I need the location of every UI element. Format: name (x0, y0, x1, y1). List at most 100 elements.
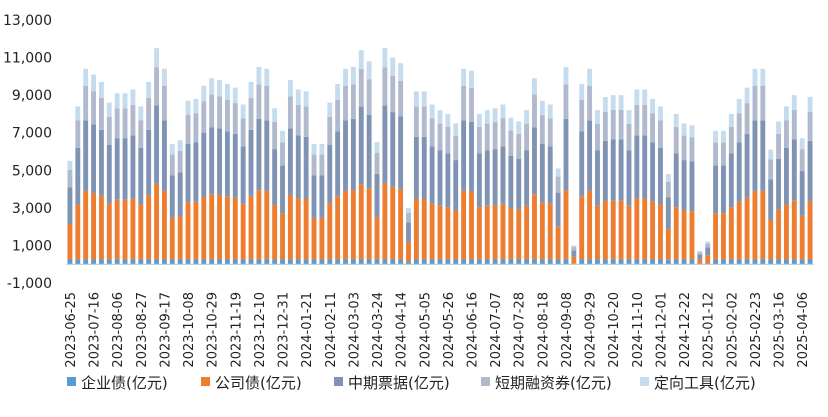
bar-segment-s3 (563, 118, 569, 191)
bar-segment-s3 (303, 136, 309, 199)
bar-segment-s3 (248, 129, 254, 196)
bar-segment-s5 (476, 113, 482, 128)
bar-segment-s5 (311, 143, 317, 155)
bar-segment-s5 (768, 149, 774, 160)
bar-segment-s1 (295, 259, 301, 265)
bar-segment-s4 (122, 108, 128, 139)
bar-segment-s5 (595, 110, 600, 124)
bar-stack (217, 80, 222, 265)
bar-segment-s4 (634, 104, 640, 136)
bar-segment-s5 (272, 108, 278, 122)
bar-stack (382, 48, 388, 265)
x-tick-label: 2023-08-27 (135, 292, 150, 368)
x-tick-label: 2023-08-06 (111, 292, 126, 368)
bar-segment-s1 (579, 259, 585, 265)
bar-stack (91, 74, 96, 265)
bar-segment-s4 (350, 84, 356, 119)
bar-segment-s2 (130, 198, 136, 260)
bar-stack (114, 93, 120, 265)
bar-stack (256, 66, 262, 265)
x-tick-label: 2024-05-05 (418, 292, 433, 368)
bar-segment-s5 (146, 81, 152, 98)
bar-segment-s2 (665, 228, 671, 260)
bar-stack (587, 68, 593, 265)
bar-segment-s4 (201, 101, 207, 133)
bar-segment-s3 (784, 147, 789, 205)
bar-segment-s1 (374, 259, 380, 265)
bar-segment-s1 (319, 259, 325, 265)
x-tick-label: 2024-10-20 (607, 292, 622, 368)
bar-stack (461, 68, 467, 265)
bar-segment-s1 (138, 259, 144, 265)
bar-segment-s2 (476, 207, 482, 260)
bar-segment-s2 (83, 190, 89, 260)
legend-swatch (334, 377, 343, 386)
bar-segment-s3 (358, 106, 364, 185)
bar-segment-s2 (193, 201, 199, 260)
x-tick-label: 2024-08-18 (536, 292, 551, 368)
bar-segment-s5 (264, 68, 270, 86)
x-tick-label: 2023-12-10 (253, 292, 268, 368)
bar-segment-s1 (524, 259, 530, 265)
bar-segment-s1 (398, 259, 404, 265)
bar-segment-s1 (516, 259, 522, 265)
bar-segment-s3 (287, 128, 293, 195)
bar-segment-s4 (327, 116, 333, 145)
bar-segment-s5 (138, 106, 144, 121)
bar-segment-s1 (689, 259, 695, 265)
bar-segment-s3 (508, 155, 514, 209)
y-axis: -1,000 1,000 3,000 5,000 7,000 9,000 11,000 13,… (3, 13, 52, 292)
bar-segment-s2 (508, 208, 514, 260)
bar-segment-s4 (295, 104, 301, 136)
bar-stack (421, 91, 427, 265)
legend-swatch (640, 377, 649, 386)
bar-segment-s4 (539, 115, 545, 144)
bar-stack (563, 66, 569, 265)
bar-stack (516, 121, 522, 265)
bar-segment-s2 (256, 190, 262, 260)
bar-segment-s4 (161, 86, 167, 121)
legend-label: 公司债(亿元) (215, 374, 302, 392)
bar-segment-s1 (264, 259, 270, 265)
bar-segment-s4 (374, 152, 380, 174)
legend-item: 中期票据(亿元) (334, 374, 450, 392)
bar-segment-s1 (280, 259, 285, 265)
bar-segment-s3 (799, 171, 805, 216)
bar-segment-s4 (130, 104, 136, 136)
bar-segment-s5 (587, 68, 593, 86)
legend-label: 定向工具(亿元) (654, 374, 756, 392)
bar-segment-s5 (83, 68, 89, 86)
bar-segment-s4 (138, 120, 144, 148)
bar-segment-s3 (350, 118, 356, 191)
bar-segment-s1 (406, 261, 411, 265)
bar-stack (445, 113, 451, 265)
bar-segment-s3 (579, 131, 585, 197)
bar-segment-s1 (287, 259, 293, 265)
bar-segment-s3 (343, 120, 348, 191)
x-tick-label: 2024-09-29 (584, 292, 599, 368)
bar-segment-s2 (555, 226, 561, 260)
x-tick-label: 2023-10-08 (182, 292, 197, 368)
bar-segment-s4 (240, 118, 246, 147)
bar-segment-s3 (595, 150, 600, 206)
bar-segment-s2 (626, 205, 632, 260)
bar-stack (610, 95, 616, 265)
bar-segment-s3 (634, 135, 640, 199)
bar-segment-s3 (618, 139, 624, 201)
bar-segment-s5 (130, 89, 136, 105)
bar-segment-s1 (445, 259, 451, 265)
bar-segment-s2 (752, 190, 758, 260)
bar-segment-s4 (398, 80, 404, 117)
bar-stack (343, 68, 348, 265)
y-tick-label: 13,000 (3, 13, 52, 29)
y-tick-label: 11,000 (3, 51, 52, 67)
bar-stack (524, 110, 530, 265)
bar-segment-s4 (728, 127, 734, 154)
bar-segment-s2 (122, 199, 128, 260)
bar-segment-s5 (421, 91, 427, 107)
bar-segment-s1 (437, 259, 443, 265)
bar-stack (508, 117, 514, 265)
bar-segment-s4 (555, 176, 561, 194)
bar-segment-s5 (287, 80, 293, 97)
